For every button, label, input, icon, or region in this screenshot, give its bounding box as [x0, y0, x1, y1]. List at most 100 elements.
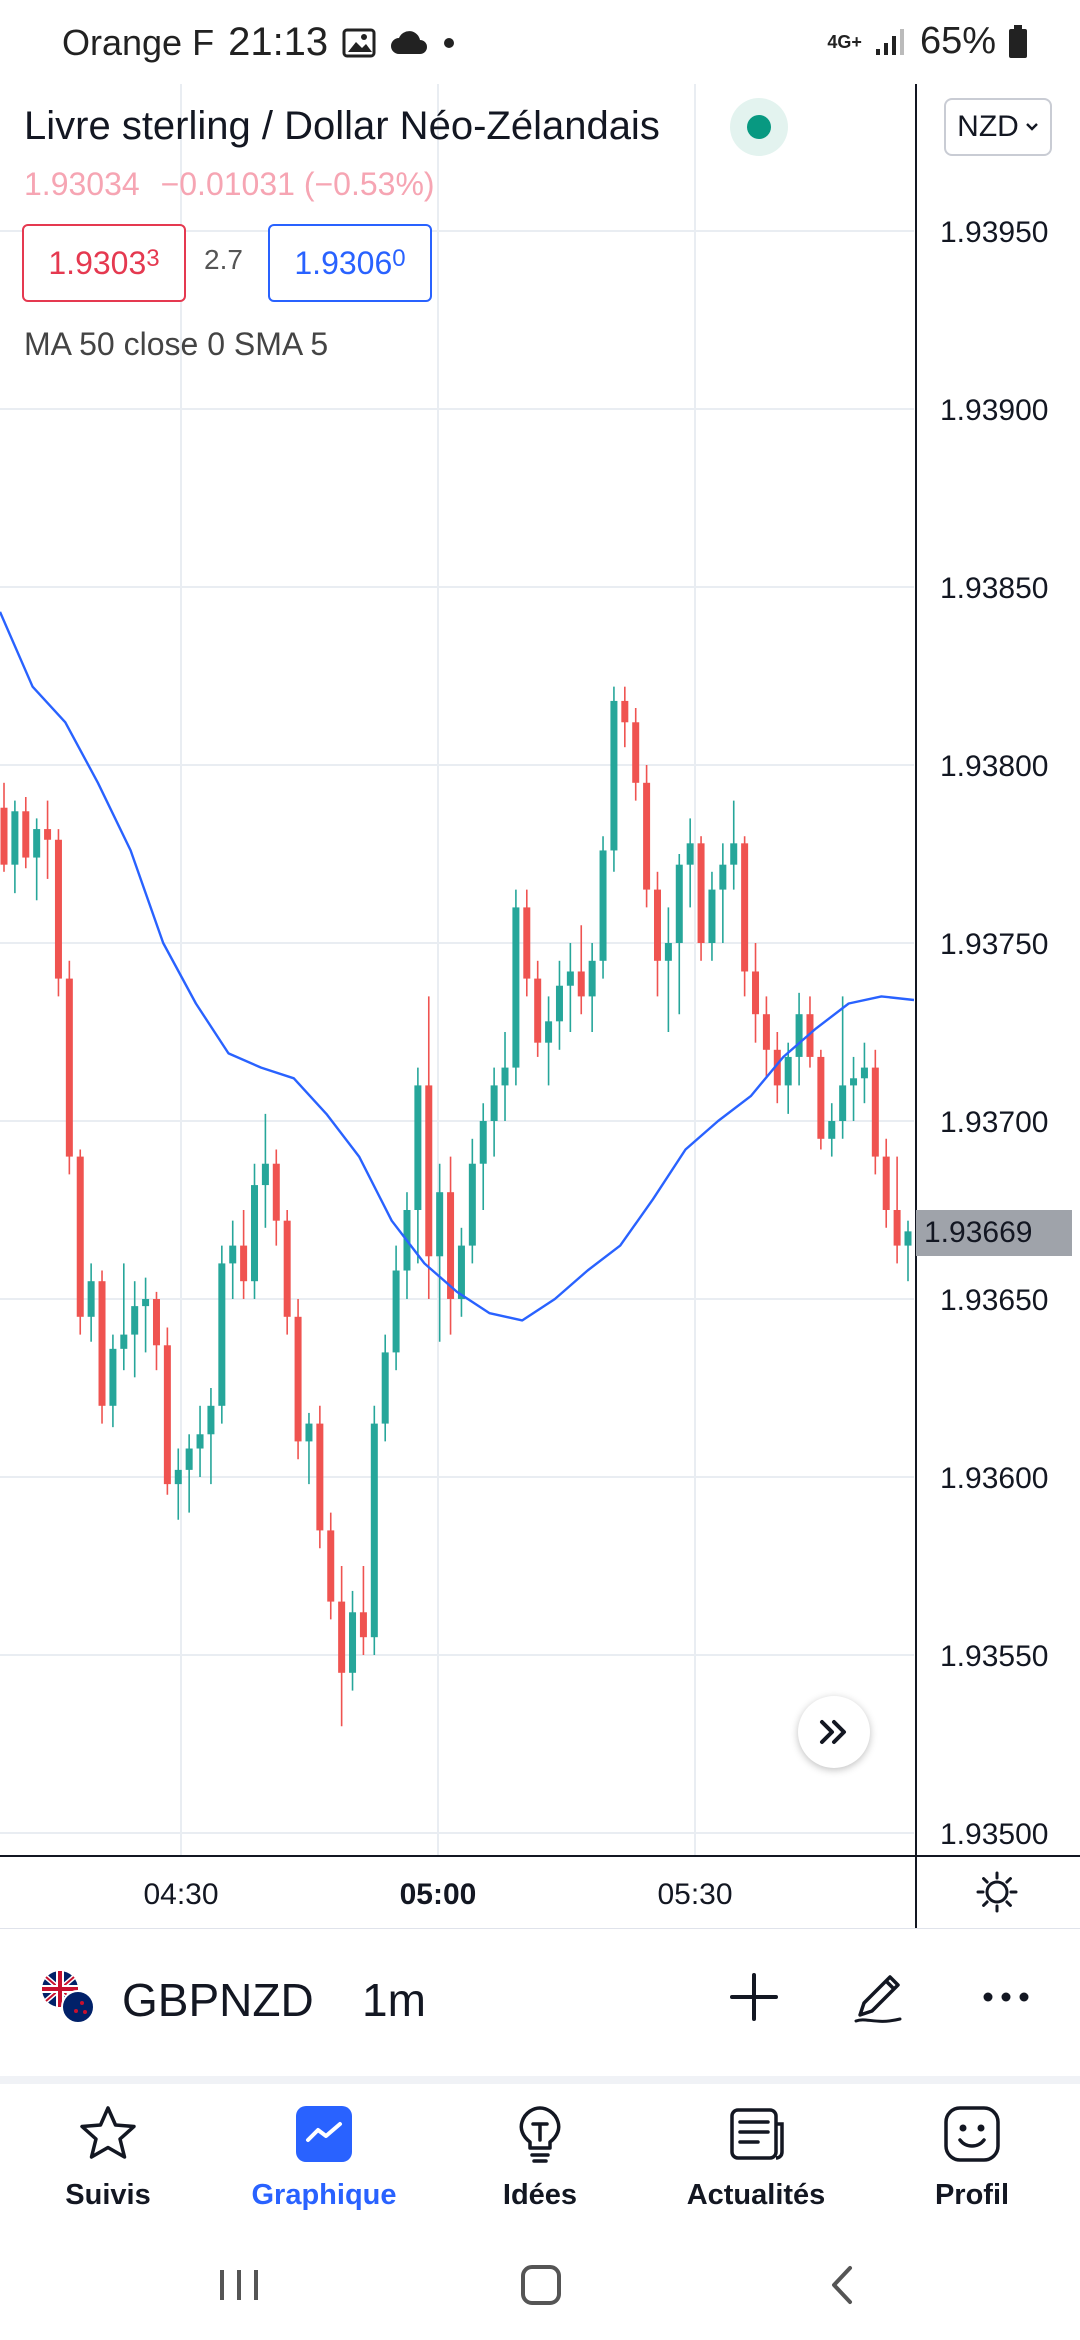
candle-body — [512, 907, 520, 1068]
candle-body — [708, 889, 716, 943]
candle-body — [621, 700, 629, 723]
candle-body — [795, 1014, 803, 1057]
buy-button[interactable]: 1.9306 0 — [268, 224, 432, 302]
candle-body — [98, 1281, 106, 1406]
currency-selector[interactable]: NZD — [944, 98, 1052, 156]
tab-actualites[interactable]: Actualités — [666, 2102, 846, 2212]
candle-body — [359, 1612, 367, 1638]
recent-apps-icon[interactable] — [204, 2250, 274, 2320]
signal-icon — [875, 28, 904, 55]
candle-body — [839, 1085, 847, 1121]
candle-body — [229, 1245, 237, 1264]
ask-price: 1.9306 — [294, 244, 393, 281]
home-icon[interactable] — [506, 2250, 576, 2320]
candle-body — [294, 1316, 302, 1442]
x-axis-tick-label: 05:00 — [400, 1878, 477, 1911]
candle-body — [251, 1185, 259, 1282]
drawing-pen-icon[interactable] — [846, 1965, 910, 2029]
candle-body — [697, 843, 705, 943]
tab-actualites-label: Actualités — [686, 2179, 826, 2211]
candle-body — [730, 843, 738, 865]
candle-body — [479, 1121, 487, 1164]
candle-body — [501, 1067, 509, 1086]
more-options-icon[interactable] — [974, 1965, 1038, 2029]
candle-body — [523, 907, 531, 979]
bottom-tab-bar: Suivis Graphique Idées Actualités Profil — [0, 2076, 1080, 2236]
candle-body — [762, 1014, 770, 1050]
chart-area[interactable]: 1.93950 1.93900 1.93850 1.93800 1.93750 1.937… — [0, 84, 1080, 1928]
candle-body — [664, 943, 672, 961]
lightbulb-icon — [519, 2106, 561, 2163]
candle-body — [850, 1078, 858, 1086]
chevron-down-icon — [1025, 123, 1038, 131]
quote-summary: 1.93034 −0.01031 (−0.53%) — [24, 166, 435, 203]
candle-body — [33, 829, 41, 858]
y-axis-tick-label: 1.93650 — [940, 1284, 1048, 1317]
candle-body — [752, 971, 760, 1015]
candle-body — [218, 1263, 226, 1406]
market-open-indicator — [730, 98, 788, 156]
candle-body — [414, 1085, 422, 1210]
candle-body — [185, 1448, 193, 1470]
status-left: Orange F 21:13 — [62, 20, 456, 65]
tab-suivis[interactable]: Suivis — [18, 2102, 198, 2212]
candle-body — [120, 1334, 128, 1349]
x-axis-tick-label: 05:30 — [657, 1878, 732, 1911]
candle-body — [305, 1423, 313, 1442]
currency-label: NZD — [957, 110, 1019, 143]
candle-body — [828, 1121, 836, 1139]
candle-body — [610, 700, 618, 851]
candle-body — [577, 971, 585, 997]
candle-body — [240, 1245, 248, 1282]
y-axis-tick-label: 1.93950 — [940, 216, 1048, 249]
add-icon[interactable] — [722, 1965, 786, 2029]
clock: 21:13 — [228, 20, 329, 64]
tab-idees-label: Idées — [502, 2179, 578, 2211]
indicator-legend[interactable]: MA 50 close 0 SMA 5 — [24, 326, 329, 362]
y-axis-tick-label: 1.93750 — [940, 928, 1048, 961]
candle-body — [653, 889, 661, 961]
spread-value: 2.7 — [204, 244, 243, 275]
candle-body — [468, 1163, 476, 1246]
y-axis-tick-label: 1.93900 — [940, 394, 1048, 427]
candle-body — [436, 1192, 444, 1257]
ask-pip: 0 — [392, 245, 406, 272]
candle-body — [588, 960, 596, 997]
gbp-nzd-flag-icon — [42, 1971, 95, 2024]
current-price-label: 1.93669 — [916, 1210, 1072, 1256]
price-change: −0.01031 — [160, 166, 295, 202]
tab-profil[interactable]: Profil — [882, 2102, 1062, 2212]
scroll-to-realtime-button[interactable] — [798, 1696, 870, 1768]
chart-settings-icon[interactable] — [976, 1871, 1018, 1913]
candle-body — [534, 978, 542, 1043]
candle-body — [566, 971, 574, 986]
candle-body — [261, 1163, 269, 1186]
y-axis-tick-label: 1.93800 — [940, 750, 1048, 783]
interval-selector[interactable]: 1m — [362, 1974, 426, 2026]
candle-body — [272, 1163, 280, 1221]
candle-body — [686, 843, 694, 865]
candle-body — [599, 850, 607, 961]
candle-body — [632, 722, 640, 783]
candle-body — [163, 1345, 171, 1485]
candle-body — [327, 1530, 335, 1602]
candle-body — [87, 1281, 95, 1317]
candle-body — [22, 811, 30, 858]
candle-body — [76, 1156, 84, 1317]
battery-percent: 65% — [919, 20, 996, 62]
sell-button[interactable]: 1.9303 3 — [22, 224, 186, 302]
candle-body — [109, 1348, 117, 1406]
tab-graphique[interactable]: Graphique — [234, 2102, 414, 2212]
y-axis-tick-label: 1.93550 — [940, 1640, 1048, 1673]
candle-body — [338, 1601, 346, 1673]
ma-line — [0, 611, 915, 1322]
candle-body — [447, 1192, 455, 1299]
back-icon[interactable] — [808, 2250, 878, 2320]
tab-idees[interactable]: Idées — [450, 2102, 630, 2212]
carrier-name: Orange F — [62, 21, 215, 63]
candle-body — [196, 1434, 204, 1449]
price-chart[interactable]: 1.93950 1.93900 1.93850 1.93800 1.93750 1.937… — [0, 84, 1080, 1928]
symbol-name[interactable]: GBPNZD — [122, 1974, 314, 2026]
y-axis-tick-label: 1.93500 — [940, 1818, 1048, 1851]
y-axis-tick-label: 1.93600 — [940, 1462, 1048, 1495]
